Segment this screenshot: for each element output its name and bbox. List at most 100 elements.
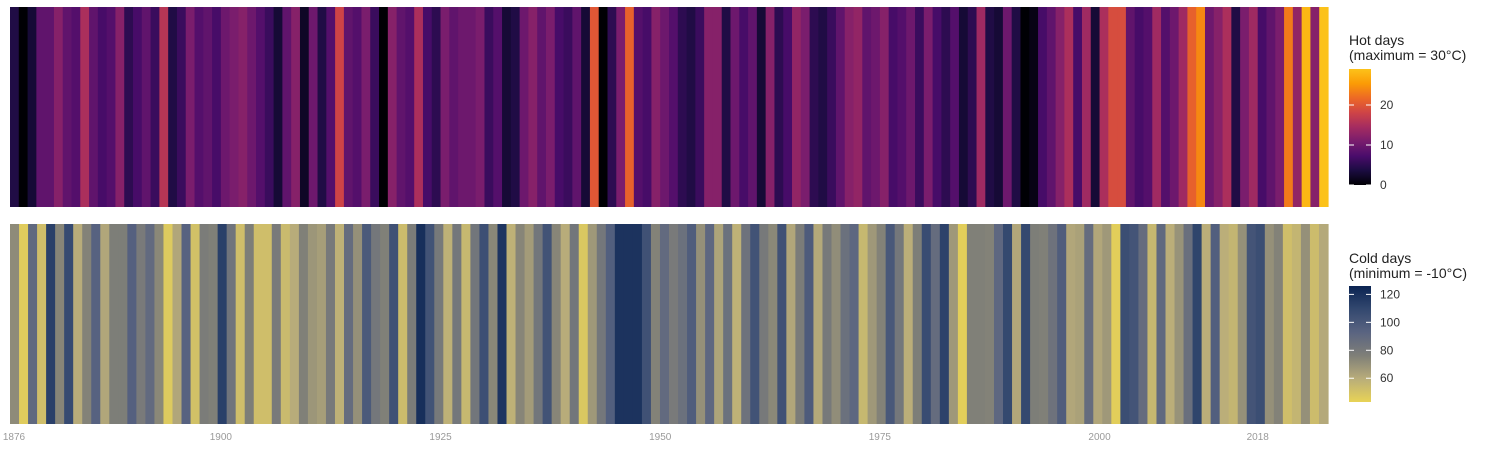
cold-stripe bbox=[389, 224, 399, 424]
x-axis-tick-label: 2018 bbox=[1247, 432, 1270, 443]
cold-stripe bbox=[1300, 224, 1311, 424]
hot-stripe bbox=[176, 7, 187, 207]
cold-stripe bbox=[596, 224, 607, 424]
cold-stripe bbox=[163, 224, 174, 424]
cold-stripe bbox=[542, 224, 553, 424]
hot-stripe bbox=[607, 7, 617, 207]
cold-stripe bbox=[100, 224, 110, 424]
x-axis-tick-label: 1900 bbox=[210, 432, 233, 443]
cold-legend-tick-label: 100 bbox=[1380, 315, 1400, 329]
cold-stripe bbox=[804, 224, 815, 424]
cold-stripe bbox=[172, 224, 183, 424]
hot-legend-tick-label: 0 bbox=[1380, 178, 1387, 192]
cold-stripe bbox=[687, 224, 697, 424]
hot-stripe bbox=[537, 7, 547, 207]
hot-stripe bbox=[686, 7, 696, 207]
cold-stripe bbox=[1120, 224, 1130, 424]
cold-stripe bbox=[840, 224, 851, 424]
cold-stripe bbox=[678, 224, 688, 424]
hot-stripe bbox=[18, 7, 29, 207]
hot-stripe bbox=[97, 7, 108, 207]
cold-stripe bbox=[1075, 224, 1085, 424]
hot-stripe bbox=[1099, 7, 1109, 207]
hot-stripe bbox=[335, 7, 345, 207]
cold-stripe bbox=[623, 224, 634, 424]
hot-stripe bbox=[493, 7, 503, 207]
cold-stripe bbox=[551, 224, 562, 424]
hot-stripe bbox=[247, 7, 257, 207]
hot-legend-title-line2: (maximum = 30°C) bbox=[1349, 47, 1466, 63]
cold-stripe bbox=[55, 224, 65, 424]
hot-stripe bbox=[1310, 7, 1320, 207]
hot-stripe bbox=[1301, 7, 1312, 207]
cold-legend-tick-label: 120 bbox=[1380, 287, 1400, 301]
cold-stripe bbox=[515, 224, 526, 424]
hot-stripe bbox=[1073, 7, 1083, 207]
hot-stripe bbox=[1213, 7, 1224, 207]
cold-stripe bbox=[190, 224, 201, 424]
cold-stripe bbox=[813, 224, 824, 424]
hot-stripe bbox=[730, 7, 740, 207]
cold-stripe bbox=[452, 224, 462, 424]
hot-stripe bbox=[343, 7, 354, 207]
cold-stripe bbox=[497, 224, 508, 424]
hot-stripe bbox=[1143, 7, 1153, 207]
hot-stripe bbox=[976, 7, 986, 207]
hot-stripe bbox=[203, 7, 213, 207]
hot-stripe bbox=[502, 7, 512, 207]
cold-stripe bbox=[777, 224, 787, 424]
hot-stripe bbox=[879, 7, 890, 207]
hot-stripe bbox=[1108, 7, 1118, 207]
cold-stripe bbox=[1273, 224, 1284, 424]
cold-stripe bbox=[1066, 224, 1076, 424]
hot-stripe bbox=[994, 7, 1004, 207]
hot-stripe bbox=[862, 7, 872, 207]
cold-stripe bbox=[1030, 224, 1040, 424]
hot-stripe bbox=[141, 7, 152, 207]
x-axis-tick-label: 2000 bbox=[1088, 432, 1111, 443]
cold-stripe bbox=[858, 224, 869, 424]
cold-stripe bbox=[957, 224, 968, 424]
cold-stripe bbox=[669, 224, 679, 424]
hot-stripe bbox=[827, 7, 837, 207]
hot-stripe bbox=[677, 7, 688, 207]
hot-stripe bbox=[1231, 7, 1241, 207]
hot-stripe bbox=[704, 7, 714, 207]
cold-stripe bbox=[353, 224, 363, 424]
hot-stripe bbox=[950, 7, 960, 207]
cold-stripe bbox=[714, 224, 724, 424]
cold-stripe bbox=[723, 224, 733, 424]
cold-stripe bbox=[1003, 224, 1013, 424]
hot-stripe bbox=[185, 7, 196, 207]
cold-stripe bbox=[650, 224, 661, 424]
hot-stripe bbox=[660, 7, 670, 207]
cold-stripe bbox=[461, 224, 471, 424]
hot-stripe bbox=[915, 7, 925, 207]
cold-stripe bbox=[271, 224, 282, 424]
hot-stripe bbox=[844, 7, 855, 207]
hot-stripe bbox=[317, 7, 327, 207]
cold-stripe bbox=[443, 224, 453, 424]
cold-stripe bbox=[19, 224, 29, 424]
cold-stripe bbox=[280, 224, 291, 424]
cold-stripe bbox=[786, 224, 796, 424]
hot-stripe bbox=[1046, 7, 1057, 207]
cold-stripe bbox=[632, 224, 643, 424]
hot-stripe bbox=[554, 7, 565, 207]
cold-stripe bbox=[533, 224, 544, 424]
hot-stripe bbox=[633, 7, 644, 207]
hot-stripe bbox=[783, 7, 793, 207]
hot-stripe bbox=[941, 7, 951, 207]
cold-stripe bbox=[316, 224, 327, 424]
hot-days-legend: Hot days (maximum = 30°C) 0 10 20 bbox=[1349, 32, 1466, 192]
hot-stripe bbox=[264, 7, 275, 207]
cold-stripe bbox=[831, 224, 842, 424]
cold-stripe bbox=[1039, 224, 1049, 424]
hot-stripe bbox=[756, 7, 767, 207]
cold-stripe bbox=[64, 224, 74, 424]
cold-stripe bbox=[1255, 224, 1266, 424]
hot-stripe bbox=[1002, 7, 1013, 207]
cold-stripe bbox=[325, 224, 336, 424]
cold-stripe bbox=[1048, 224, 1058, 424]
hot-stripe bbox=[106, 7, 117, 207]
